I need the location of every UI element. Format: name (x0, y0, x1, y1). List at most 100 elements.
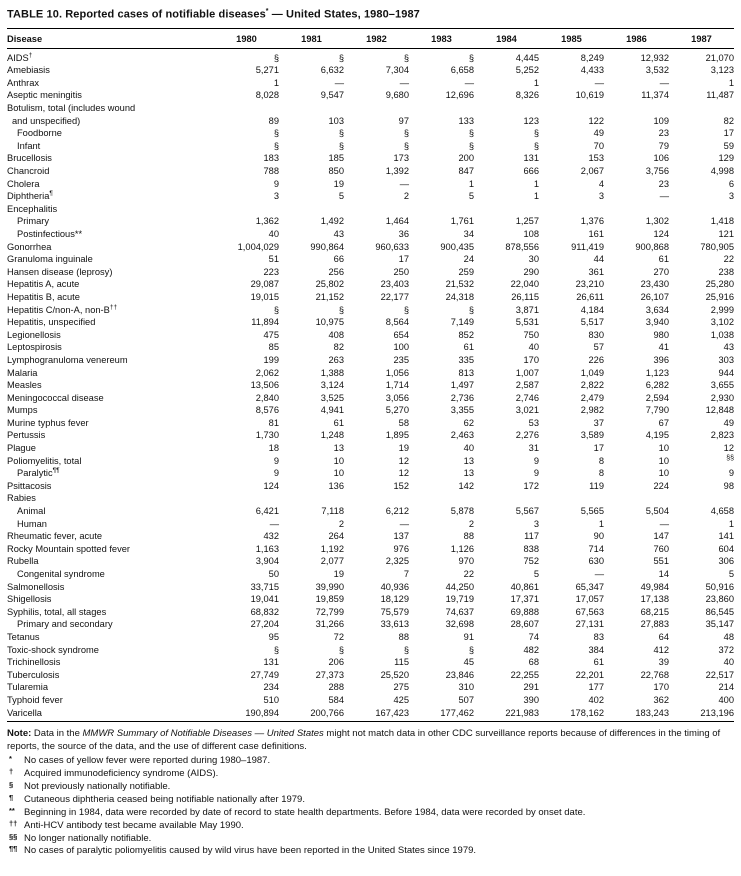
table-row: Paralytic¶¶ 9 10 12 13 9 8 10 9 (7, 467, 734, 480)
value-cell: 8 (598, 455, 604, 466)
value-cell: 109 (653, 115, 669, 126)
value-cell: § (403, 128, 409, 139)
value-cell: 98 (723, 480, 734, 491)
value-cell: 30 (528, 254, 539, 265)
table-row: Rabies (7, 492, 734, 505)
table-row: Granuloma inguinale 51 66 17 24 30 44 61 22 (7, 253, 734, 266)
value-cell: 604 (718, 543, 734, 554)
value-cell: 5 (468, 191, 474, 202)
value-cell: 1,362 (255, 216, 279, 227)
value-cell (604, 203, 669, 216)
value-cell: 226 (588, 354, 604, 365)
value-cell: 133 (458, 115, 474, 126)
disease-cell: Anthrax (7, 77, 40, 88)
value-cell: 27,131 (575, 619, 604, 630)
value-cell: 224 (653, 480, 669, 491)
value-cell: 21,070 (705, 52, 734, 63)
value-cell: 2,930 (710, 392, 734, 403)
value-cell: 26,107 (640, 291, 669, 302)
value-cell: 213,196 (700, 707, 734, 718)
value-cell: 2,594 (645, 392, 669, 403)
disease-cell: Human (17, 518, 47, 529)
header-row: Disease 1980 1981 1982 1983 1984 1985 1986 1987 (7, 28, 734, 49)
value-cell: 129 (718, 153, 734, 164)
value-cell: 35,147 (705, 619, 734, 630)
value-cell: 40 (723, 657, 734, 668)
value-cell: 12,932 (640, 52, 669, 63)
value-cell: 61 (658, 254, 669, 265)
value-cell: 1,418 (710, 216, 734, 227)
value-cell: 408 (328, 329, 344, 340)
value-cell: 131 (523, 153, 539, 164)
value-cell (539, 492, 604, 505)
value-cell: 43 (333, 228, 344, 239)
value-cell: 85 (268, 342, 279, 353)
value-cell: 25,280 (705, 279, 734, 290)
value-cell: 3,525 (320, 392, 344, 403)
value-cell: — (269, 518, 279, 529)
value-cell: 5,252 (515, 65, 539, 76)
value-cell: 3,940 (645, 317, 669, 328)
value-cell: § (338, 644, 344, 655)
table-bottom-rule (7, 721, 734, 723)
value-cell: 425 (393, 694, 409, 705)
value-cell: 106 (653, 153, 669, 164)
table-row: and unspecified) 89 103 97 133 123 122 109 82 (7, 115, 734, 128)
value-cell: 3,904 (255, 556, 279, 567)
value-cell: 40 (463, 443, 474, 454)
value-cell: 1,497 (450, 380, 474, 391)
value-cell: 40 (268, 228, 279, 239)
value-cell: 79 (658, 140, 669, 151)
footnote-marker: § (9, 779, 14, 789)
value-cell: 37 (593, 417, 604, 428)
column-header-year: 1982 (344, 28, 409, 49)
value-cell: 88 (463, 531, 474, 542)
value-cell: 3,123 (710, 65, 734, 76)
value-cell: 4,941 (320, 405, 344, 416)
value-cell: 53 (528, 417, 539, 428)
value-cell: 183 (263, 153, 279, 164)
value-cell: 2 (403, 191, 409, 202)
value-cell: § (403, 52, 409, 63)
disease-cell: Legionellosis (7, 329, 61, 340)
value-cell: 86,545 (705, 606, 734, 617)
value-cell: 4,195 (645, 430, 669, 441)
value-cell: 7,304 (385, 65, 409, 76)
value-cell: 49 (723, 417, 734, 428)
table-row: Toxic-shock syndrome § § § § 482 384 412 372 (7, 644, 734, 657)
value-cell: 1 (533, 77, 539, 88)
value-cell: 44,250 (445, 581, 474, 592)
value-cell: 91 (463, 631, 474, 642)
value-cell: 1,056 (385, 367, 409, 378)
disease-cell: Toxic-shock syndrome (7, 644, 99, 655)
value-cell: 61 (463, 342, 474, 353)
table-row: Trichinellosis 131 206 115 45 68 61 39 40 (7, 656, 734, 669)
value-cell: 750 (523, 329, 539, 340)
value-cell: 19,041 (250, 594, 279, 605)
value-cell: 7,790 (645, 405, 669, 416)
value-cell: § (338, 140, 344, 151)
value-cell: 372 (718, 644, 734, 655)
value-cell: 136 (328, 480, 344, 491)
disease-cell: Postinfectious** (17, 228, 83, 239)
value-cell: 714 (588, 543, 604, 554)
value-cell: § (273, 644, 279, 655)
value-cell: 28,607 (510, 619, 539, 630)
value-cell: 24 (463, 254, 474, 265)
value-cell: 1 (273, 77, 279, 88)
disease-cell: Psittacosis (7, 480, 52, 491)
value-cell: 1 (598, 518, 604, 529)
value-cell: 2,479 (580, 392, 604, 403)
value-cell: 6,212 (385, 506, 409, 517)
disease-cell: and unspecified) (12, 115, 81, 126)
value-cell: 67 (658, 417, 669, 428)
value-cell: 9 (273, 455, 279, 466)
table-row: Foodborne § § § § § 49 23 17 (7, 127, 734, 140)
value-cell: 402 (588, 694, 604, 705)
value-cell: 17,057 (575, 594, 604, 605)
value-cell: 8,028 (255, 90, 279, 101)
value-cell: 1,376 (580, 216, 604, 227)
value-cell: 264 (328, 531, 344, 542)
value-cell: 24,318 (445, 291, 474, 302)
column-header-disease: Disease (7, 28, 214, 49)
